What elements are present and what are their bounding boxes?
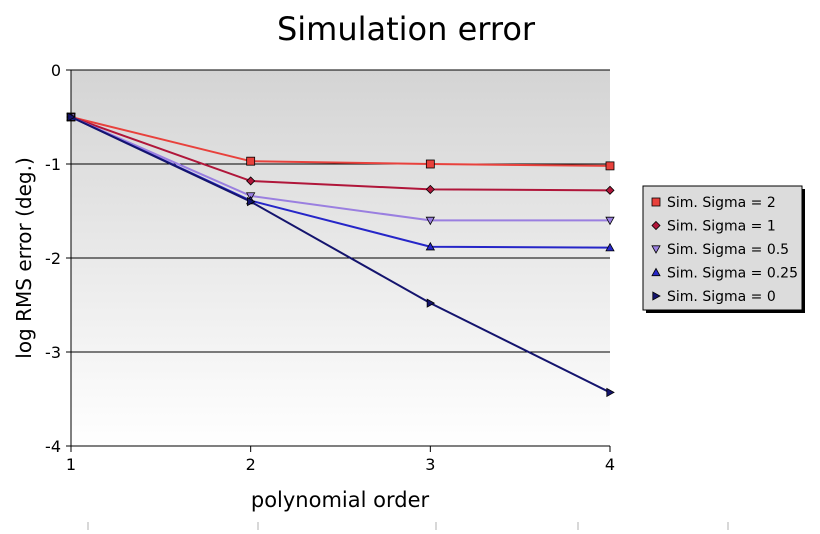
- marker-square: [425, 159, 435, 169]
- series-line: [70, 116, 611, 167]
- y-tick-label: -3: [45, 343, 61, 362]
- marker-triangle-up: [425, 241, 436, 251]
- legend-item: Sim. Sigma = 0: [652, 289, 776, 305]
- y-tick-label: -1: [45, 155, 61, 174]
- series-lines: [66, 112, 615, 398]
- legend-box: [642, 185, 803, 311]
- x-tick-label: 2: [246, 455, 256, 474]
- marker-diamond: [246, 176, 256, 186]
- legend-label: Sim. Sigma = 0.5: [667, 242, 789, 258]
- marker-diamond: [425, 184, 435, 194]
- legend-item: Sim. Sigma = 0.5: [651, 242, 789, 258]
- series-line: [70, 116, 611, 192]
- axes: [70, 70, 611, 452]
- legend: Sim. Sigma = 2 Sim. Sigma = 1 Sim. Sigma =…: [642, 185, 805, 313]
- marker-triangle-down: [605, 216, 615, 226]
- marker-triangle-right: [606, 387, 615, 398]
- marker-triangle-right: [247, 196, 256, 207]
- x-tick-label: 4: [605, 455, 615, 474]
- marker-square: [246, 156, 256, 166]
- marker-square: [651, 197, 661, 207]
- marker-diamond: [605, 185, 615, 195]
- legend-label: Sim. Sigma = 0: [667, 289, 776, 305]
- legend-label: Sim. Sigma = 0.25: [667, 266, 798, 282]
- y-axis-label: log RMS error (deg.): [12, 157, 36, 358]
- series-line: [70, 116, 611, 394]
- x-tick-labels: 1 2 3 4: [66, 455, 615, 474]
- y-tick-labels: 0 -1 -2 -3 -4: [45, 61, 61, 456]
- legend-item: Sim. Sigma = 0.25: [651, 266, 798, 282]
- legend-label: Sim. Sigma = 2: [667, 195, 776, 211]
- chart-title: Simulation error: [277, 10, 536, 48]
- x-tick-label: 1: [66, 455, 76, 474]
- marker-triangle-right: [67, 112, 76, 122]
- marker-triangle-right: [652, 291, 661, 301]
- marker-triangle-up: [605, 242, 615, 252]
- series-4: [67, 112, 615, 398]
- marker-triangle-right: [426, 298, 436, 308]
- series-line: [70, 116, 610, 222]
- marker-triangle-down: [425, 216, 436, 226]
- y-tick-label: -2: [45, 249, 61, 268]
- legend-item: Sim. Sigma = 2: [651, 195, 776, 211]
- bottom-edge-marks: [87, 522, 729, 530]
- marker-diamond: [651, 220, 661, 231]
- marker-triangle-up: [651, 267, 661, 277]
- legend-label: Sim. Sigma = 1: [667, 219, 776, 235]
- legend-item: Sim. Sigma = 1: [651, 219, 776, 235]
- marker-triangle-down: [651, 245, 661, 254]
- y-tick-label: -4: [45, 437, 61, 456]
- x-axis-label: polynomial order: [251, 488, 430, 512]
- x-tick-label: 3: [425, 455, 435, 474]
- marker-square: [605, 161, 615, 171]
- y-tick-label: 0: [51, 61, 61, 80]
